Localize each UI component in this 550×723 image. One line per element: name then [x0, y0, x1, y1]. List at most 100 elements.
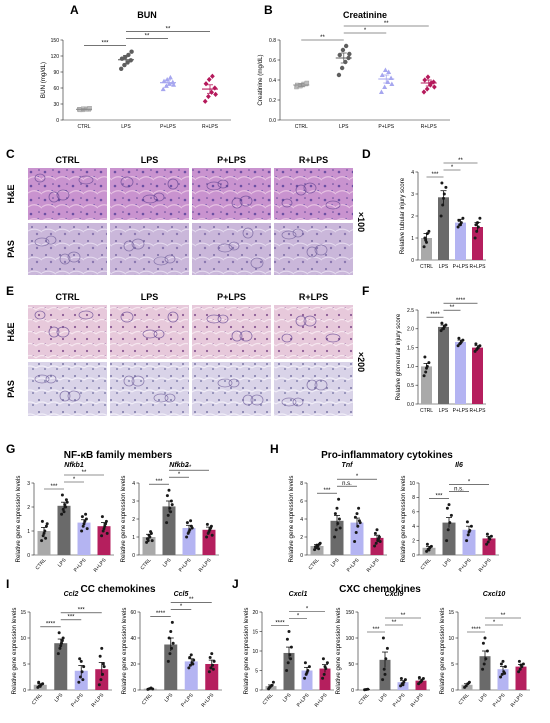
bar-lps [479, 656, 491, 690]
hist-col-label-e-0: CTRL [56, 292, 80, 302]
data-point [206, 93, 211, 100]
y-tick-label: 150 [346, 610, 355, 616]
x-tick-label: CTRL [458, 692, 471, 706]
y-tick-label: 0 [27, 553, 30, 559]
data-point [333, 512, 337, 516]
y-axis-label: Relative glomerular injury score [395, 313, 402, 400]
data-point [481, 667, 485, 671]
y-tick-label: 0 [451, 688, 454, 694]
data-point [57, 631, 61, 635]
data-point [444, 185, 448, 189]
histology-image-c-r0-c2 [192, 168, 271, 220]
data-point [303, 676, 307, 680]
significance-label: * [178, 472, 181, 478]
tissue-structure [78, 175, 94, 185]
y-tick-label: 3 [27, 481, 30, 487]
gene-name: Tnf [342, 462, 354, 469]
gene-name: Ccl2 [64, 591, 79, 598]
histology-image-e-r1-c3 [274, 362, 353, 416]
panel-letter-h: H [270, 442, 279, 456]
tissue-structure [281, 397, 297, 407]
tissue-structure [131, 375, 145, 387]
data-point [206, 76, 212, 83]
significance-label: *** [435, 493, 443, 499]
data-point [381, 678, 385, 682]
histology-image-e-r0-c3 [274, 305, 353, 359]
y-tick-label: 0 [56, 118, 59, 124]
significance-label: * [468, 479, 471, 485]
data-point [40, 539, 44, 543]
data-point [212, 659, 216, 663]
x-tick-label: R+LPS [478, 557, 493, 574]
data-point [425, 549, 429, 553]
x-tick-label: P+LPS [453, 408, 469, 414]
tissue-structure [153, 393, 169, 403]
hist-col-label-e-1: LPS [141, 292, 159, 302]
data-point [499, 662, 503, 666]
panel-letter-j: J [232, 577, 239, 591]
data-point [166, 513, 170, 517]
data-point [189, 519, 193, 523]
data-point [202, 98, 208, 104]
x-tick-label: P+LPS [392, 692, 407, 708]
data-point [378, 89, 384, 94]
x-tick-label: LPS [439, 264, 449, 270]
data-point [358, 521, 362, 525]
data-point [485, 532, 489, 536]
tissue-structure [167, 311, 179, 323]
bar-p-lps [301, 670, 313, 690]
bar-lps [442, 522, 456, 555]
data-point [170, 503, 174, 507]
data-point [187, 530, 191, 534]
tissue-structure [306, 379, 318, 391]
data-point [40, 519, 44, 523]
significance-label: ** [189, 597, 194, 603]
data-point [58, 646, 62, 650]
y-tick-label: 0.2 [269, 98, 276, 104]
tissue-structure [164, 393, 176, 403]
data-point [149, 530, 153, 534]
significance-label: *** [323, 488, 331, 494]
bar-p-lps [350, 522, 364, 555]
y-tick-label: 10 [409, 481, 415, 487]
x-tick-label: P+LPS [70, 692, 85, 708]
x-tick-label: CTRL [295, 124, 308, 130]
significance-label: * [306, 606, 309, 612]
significance-label: ** [458, 158, 463, 164]
data-point [467, 680, 471, 684]
y-tick-label: 0 [411, 258, 414, 264]
x-tick-label: LPS [121, 124, 131, 130]
x-tick-label: P+LPS [453, 264, 469, 270]
y-tick-label: 1 [132, 535, 135, 541]
data-point [188, 656, 192, 659]
y-tick-label: 0.8 [269, 38, 276, 44]
significance-label: **** [46, 622, 56, 628]
significance-label: ** [166, 27, 171, 33]
x-tick-label: P+LPS [378, 124, 394, 130]
tissue-structure [142, 194, 158, 204]
data-point [377, 537, 381, 541]
x-tick-label: CTRL [77, 124, 90, 130]
histology-image-e-r0-c0 [28, 305, 107, 359]
tissue-structure [123, 375, 135, 387]
y-tick-label: 2 [412, 538, 415, 544]
significance-label: ** [392, 620, 397, 626]
x-tick-label: CTRL [420, 408, 433, 414]
data-point [357, 506, 361, 510]
data-point [425, 542, 429, 546]
tissue-structure [34, 310, 46, 320]
significance-label: *** [431, 172, 439, 178]
data-point [399, 677, 403, 681]
data-point [381, 636, 385, 640]
data-point [423, 236, 427, 240]
y-tick-label: 0 [132, 553, 135, 559]
significance-label: ** [450, 305, 455, 311]
magnification-label-e: ×200 [356, 352, 366, 372]
data-point [338, 526, 342, 530]
tissue-structure [250, 257, 264, 269]
data-point [101, 529, 105, 533]
x-tick-label: R+LPS [366, 557, 381, 574]
significance-label: * [356, 474, 359, 480]
y-tick-label: 15 [252, 629, 258, 635]
data-point [466, 533, 470, 537]
